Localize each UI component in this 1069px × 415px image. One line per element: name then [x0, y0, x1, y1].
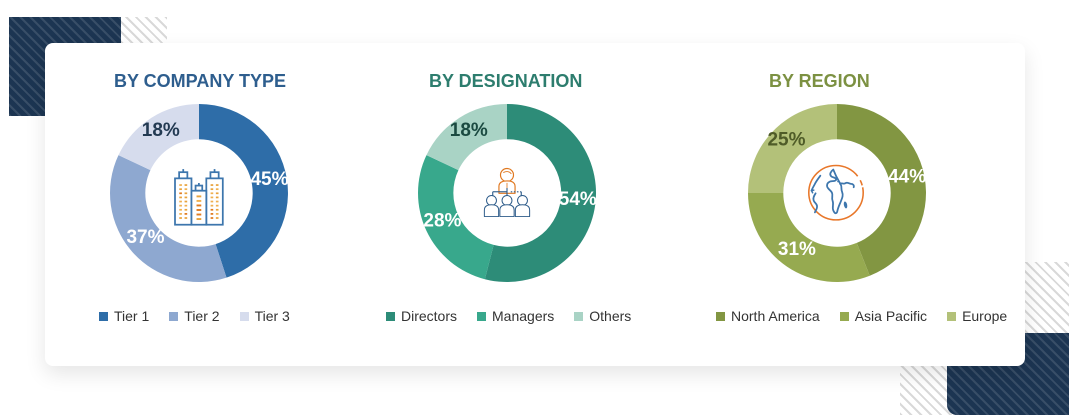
svg-text:31%: 31%: [778, 239, 816, 260]
svg-text:18%: 18%: [450, 120, 488, 141]
svg-text:37%: 37%: [126, 227, 164, 248]
svg-text:25%: 25%: [767, 130, 805, 151]
svg-text:28%: 28%: [423, 210, 461, 231]
svg-text:44%: 44%: [888, 167, 926, 188]
svg-text:45%: 45%: [250, 169, 288, 190]
svg-text:54%: 54%: [559, 189, 597, 210]
svg-text:18%: 18%: [142, 120, 180, 141]
